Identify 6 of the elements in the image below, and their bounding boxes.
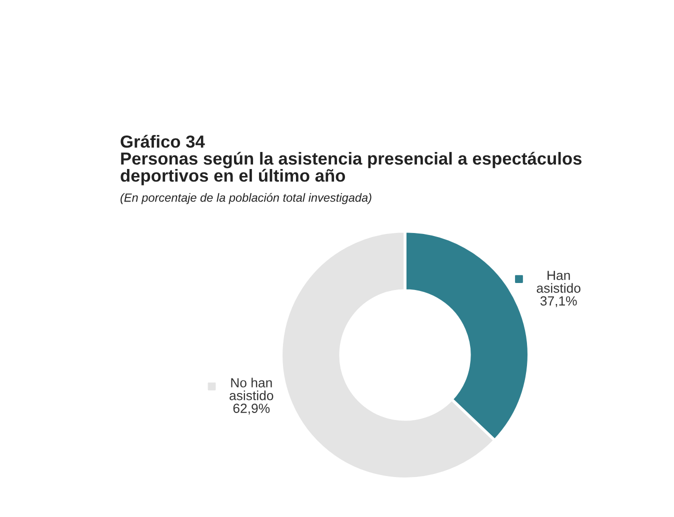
data-label: 37,1% — [540, 296, 577, 308]
chart-title: Gráfico 34 Personas según la asistencia presencial a espectáculos deportivos en el último año — [120, 134, 582, 186]
chart-subtitle: (En porcentaje de la población total investigada) — [120, 193, 372, 204]
data-label: 62,9% — [233, 404, 270, 415]
legend-label: No han asistido — [230, 378, 274, 400]
legend-label: Han asistido — [536, 270, 580, 293]
